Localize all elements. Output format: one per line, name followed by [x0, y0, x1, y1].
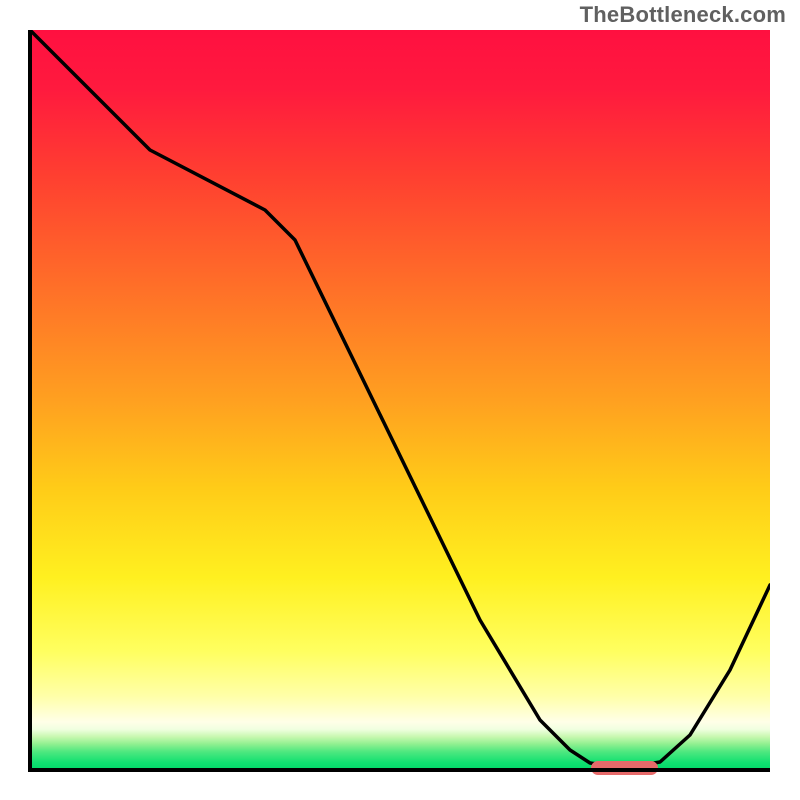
watermark-text: TheBottleneck.com — [580, 2, 786, 28]
chart-container: TheBottleneck.com — [0, 0, 800, 800]
bottleneck-curve-chart — [0, 0, 800, 800]
